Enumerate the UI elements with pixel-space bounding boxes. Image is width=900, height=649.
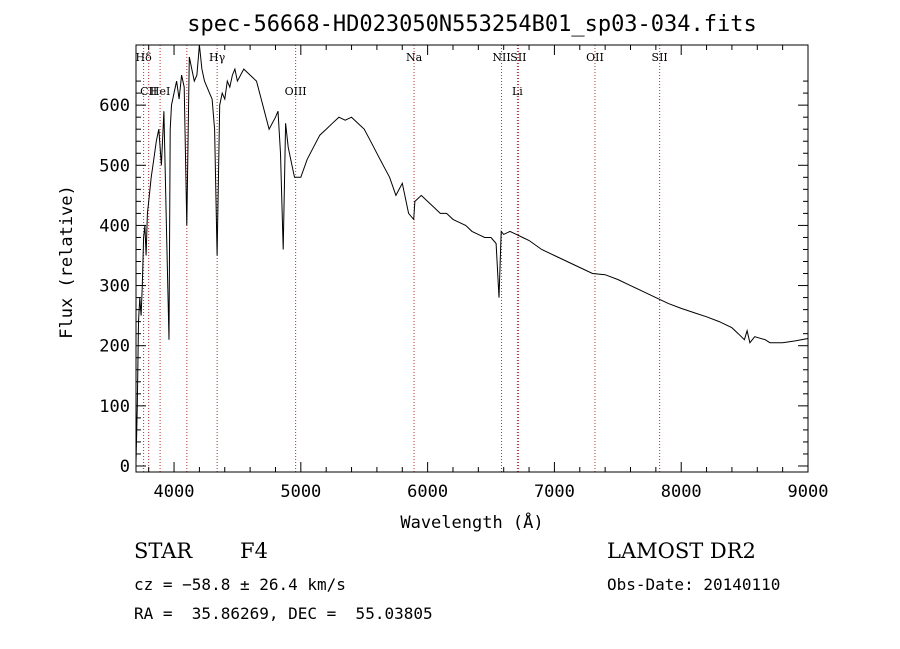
object-class: STAR	[134, 539, 193, 563]
line-marker-label-5: OIII	[285, 85, 307, 98]
line-marker-label-6: Na	[406, 51, 423, 64]
survey-name: LAMOST DR2	[607, 539, 756, 563]
line-marker-label-2: HeI	[150, 85, 170, 98]
line-marker-label-7: NII	[492, 51, 510, 64]
chart-title: spec-56668-HD023050N553254B01_sp03-034.f…	[187, 12, 757, 37]
x-tick-label: 4000	[154, 482, 195, 502]
x-tick-label: 7000	[534, 482, 575, 502]
object-subclass: F4	[240, 539, 268, 563]
line-marker-label-0: Hδ	[135, 51, 152, 64]
y-tick-label: 0	[120, 457, 130, 477]
y-axis-label: Flux (relative)	[57, 185, 77, 339]
y-tick-label: 400	[99, 216, 130, 236]
x-tick-label: 5000	[280, 482, 321, 502]
x-axis-label: Wavelength (Å)	[400, 511, 543, 533]
y-tick-label: 200	[99, 337, 130, 357]
y-tick-label: 600	[99, 96, 130, 116]
coordinates: RA = 35.86269, DEC = 55.03805	[134, 604, 433, 623]
x-tick-label: 9000	[788, 482, 829, 502]
x-tick-label: 8000	[661, 482, 702, 502]
redshift-info: cz = −58.8 ± 26.4 km/s	[134, 575, 346, 594]
line-marker-label-11: SII	[652, 51, 668, 64]
spectrum-line	[135, 44, 809, 464]
plot-frame	[135, 44, 809, 473]
x-tick-label: 6000	[407, 482, 448, 502]
line-marker-label-8: SII	[510, 51, 526, 64]
obs-date: Obs-Date: 20140110	[607, 575, 781, 594]
line-marker-label-1: CII	[140, 85, 157, 98]
y-tick-label: 100	[99, 397, 130, 417]
line-marker-label-9: Li	[512, 85, 523, 98]
line-marker-label-4: Hγ	[209, 51, 226, 64]
line-marker-label-10: OII	[586, 51, 604, 64]
y-tick-label: 300	[99, 277, 130, 297]
y-tick-label: 500	[99, 156, 130, 176]
